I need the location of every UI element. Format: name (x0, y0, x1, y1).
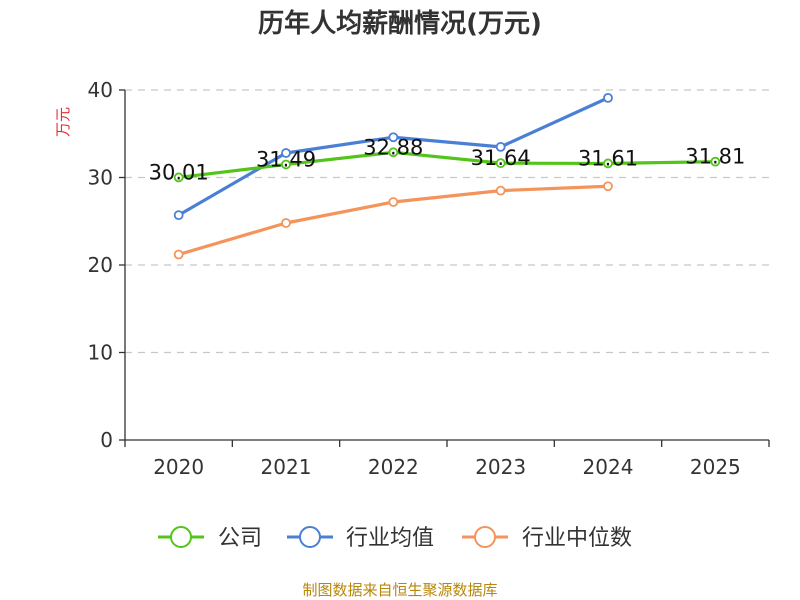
series-point-1-2023[interactable] (495, 141, 506, 152)
series-point-1-2024[interactable] (603, 92, 613, 103)
series-point-0-2024[interactable] (603, 158, 613, 169)
series-point-0-2020[interactable] (173, 172, 184, 183)
y-axis-label: 万元 (54, 107, 72, 137)
legend-label-0: 公司 (218, 526, 262, 551)
series-0 (173, 147, 721, 183)
data-label-2020: 30.01 (149, 160, 209, 184)
series-point-1-2020[interactable] (173, 210, 184, 221)
series-point-0-2023[interactable] (495, 158, 506, 169)
legend-marker-2 (474, 526, 496, 548)
data-label-2022: 32.88 (363, 135, 423, 159)
x-tick-label-2021: 2021 (261, 455, 312, 479)
data-label-2024: 31.61 (578, 146, 638, 170)
x-tick-label-2024: 2024 (583, 455, 634, 479)
x-tick-label-2023: 2023 (475, 455, 526, 479)
x-tick-label-2020: 2020 (153, 455, 204, 479)
source-note: 制图数据来自恒生聚源数据库 (302, 581, 497, 599)
axes: 0 10 20 30 40 2020 2021 2022 2023 2024 2025 (88, 78, 770, 479)
series-point-0-2022[interactable] (388, 147, 399, 158)
y-tick-label-20: 20 (88, 253, 113, 277)
legend-item-2[interactable]: 行业中位数 (462, 526, 632, 551)
series-line-2 (178, 184, 609, 257)
y-tick-label-0: 0 (100, 428, 113, 452)
legend-marker-0 (170, 526, 192, 548)
series-point-2-2023[interactable] (495, 185, 506, 196)
series-point-1-2021[interactable] (281, 148, 291, 158)
series-line-0 (178, 150, 716, 180)
legend-label-2: 行业中位数 (522, 526, 632, 551)
series-point-2-2024[interactable] (603, 181, 613, 192)
legend-label-1: 行业均值 (346, 526, 434, 551)
series-point-0-2021[interactable] (281, 159, 291, 170)
legend-item-1[interactable]: 行业均值 (287, 526, 434, 551)
data-label-2025: 31.81 (685, 145, 745, 169)
series-point-2-2021[interactable] (281, 218, 291, 228)
series-point-1-2022[interactable] (388, 132, 399, 143)
legend[interactable]: 公司 行业均值 行业中位数 (158, 526, 632, 551)
y-tick-label-30: 30 (88, 166, 113, 190)
series-lines (173, 92, 721, 260)
series-2 (173, 181, 613, 260)
series-point-2-2022[interactable] (388, 197, 399, 207)
series-1 (173, 92, 613, 221)
series-point-0-2025[interactable] (710, 156, 721, 167)
y-tick-label-40: 40 (88, 78, 113, 102)
data-label-2023: 31.64 (471, 146, 531, 170)
x-tick-label-2025: 2025 (690, 455, 741, 479)
data-labels: 30.01 31.49 32.88 31.64 31.61 31.81 (149, 135, 746, 184)
legend-item-0[interactable]: 公司 (158, 526, 262, 551)
grid-lines (125, 89, 769, 354)
legend-marker-1 (299, 526, 321, 548)
x-tick-label-2022: 2022 (368, 455, 419, 479)
series-point-2-2020[interactable] (173, 249, 184, 260)
y-tick-label-10: 10 (88, 341, 113, 365)
data-label-2021: 31.49 (256, 147, 316, 171)
chart-title: 历年人均薪酬情况(万元) (258, 8, 542, 39)
